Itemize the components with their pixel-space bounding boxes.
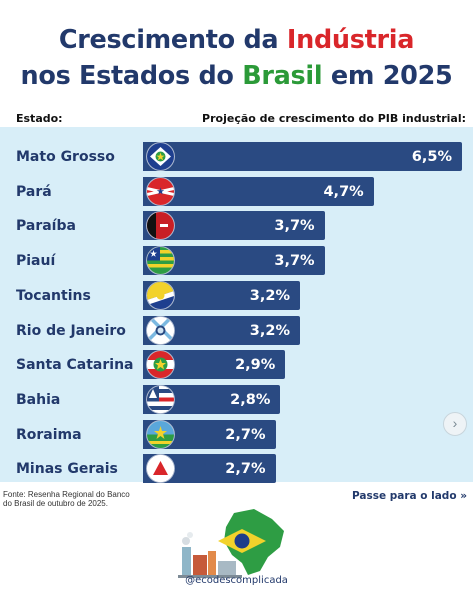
paraiba-flag-icon xyxy=(147,212,174,239)
state-name-label: Minas Gerais xyxy=(16,461,118,477)
mato-grosso-flag-icon xyxy=(147,143,174,170)
title-line-2-prefix: nos Estados do xyxy=(20,61,243,91)
chart-row: Mato Grosso 6,5% xyxy=(0,142,473,172)
chart-row: Paraíba 3,7% xyxy=(0,211,473,241)
chart-row: Rio de Janeiro 3,2% xyxy=(0,316,473,346)
rio-de-janeiro-flag-icon xyxy=(147,317,174,344)
bar-value-label: 2,9% xyxy=(235,357,276,373)
chart-row: Bahia 2,8% xyxy=(0,385,473,415)
source-line-2: do Brasil de outubro de 2025. xyxy=(3,499,108,508)
chart-row: Piauí 3,7% xyxy=(0,246,473,276)
bar-value-label: 2,7% xyxy=(225,427,266,443)
tocantins-flag-icon xyxy=(147,282,174,309)
chart-row: Roraima 2,7% xyxy=(0,420,473,450)
state-name-label: Rio de Janeiro xyxy=(16,323,126,339)
title-line-1-prefix: Crescimento da xyxy=(58,25,287,55)
page-title: Crescimento da Indústria nos Estados do … xyxy=(0,22,473,94)
state-name-label: Santa Catarina xyxy=(16,357,134,373)
source-line-1: Fonte: Resenha Regional do Banco xyxy=(3,490,130,499)
swipe-hint[interactable]: Passe para o lado » xyxy=(352,490,467,502)
chart-bar: 6,5% xyxy=(143,142,462,171)
bar-value-label: 4,7% xyxy=(323,184,364,200)
bar-value-label: 3,7% xyxy=(274,218,315,234)
next-slide-button[interactable]: › xyxy=(443,412,467,436)
state-name-label: Piauí xyxy=(16,253,56,269)
title-highlight-brasil: Brasil xyxy=(242,61,323,91)
title-line-2-suffix: em 2025 xyxy=(322,61,453,91)
brazil-industry-illustration xyxy=(178,509,284,578)
chart-row: Tocantins 3,2% xyxy=(0,281,473,311)
chart-row: Pará 4,7% xyxy=(0,177,473,207)
piaui-flag-icon xyxy=(147,247,174,274)
minas-gerais-flag-icon xyxy=(147,455,174,482)
state-name-label: Mato Grosso xyxy=(16,149,115,165)
bar-value-label: 6,5% xyxy=(411,149,452,165)
source-note: Fonte: Resenha Regional do Banco do Bras… xyxy=(3,490,163,508)
chart-row: Santa Catarina 2,9% xyxy=(0,350,473,380)
bar-value-label: 3,2% xyxy=(249,323,290,339)
title-line-2: nos Estados do Brasil em 2025 xyxy=(0,58,473,94)
para-flag-icon xyxy=(147,178,174,205)
growth-column-header: Projeção de crescimento do PIB industria… xyxy=(202,112,466,125)
instagram-handle: @ecodescomplicada xyxy=(185,575,288,586)
double-chevron-right-icon: » xyxy=(460,490,467,502)
santa-catarina-flag-icon xyxy=(147,351,174,378)
bar-value-label: 2,8% xyxy=(230,392,271,408)
bar-value-label: 2,7% xyxy=(225,461,266,477)
bar-value-label: 3,7% xyxy=(274,253,315,269)
state-name-label: Tocantins xyxy=(16,288,91,304)
chart-row: Minas Gerais 2,7% xyxy=(0,454,473,484)
chart-panel: Mato Grosso 6,5% Pará 4,7% Paraíba 3,7% Piauí 3… xyxy=(0,127,473,484)
roraima-flag-icon xyxy=(147,421,174,448)
bahia-flag-icon xyxy=(147,386,174,413)
chart-bar: 4,7% xyxy=(143,177,374,206)
state-name-label: Roraima xyxy=(16,427,82,443)
bar-value-label: 3,2% xyxy=(249,288,290,304)
title-highlight-industria: Indústria xyxy=(286,25,415,55)
state-name-label: Bahia xyxy=(16,392,61,408)
state-name-label: Pará xyxy=(16,184,52,200)
swipe-hint-label: Passe para o lado xyxy=(351,490,457,502)
state-column-header: Estado: xyxy=(16,112,63,125)
title-line-1: Crescimento da Indústria xyxy=(0,22,473,58)
state-name-label: Paraíba xyxy=(16,218,76,234)
